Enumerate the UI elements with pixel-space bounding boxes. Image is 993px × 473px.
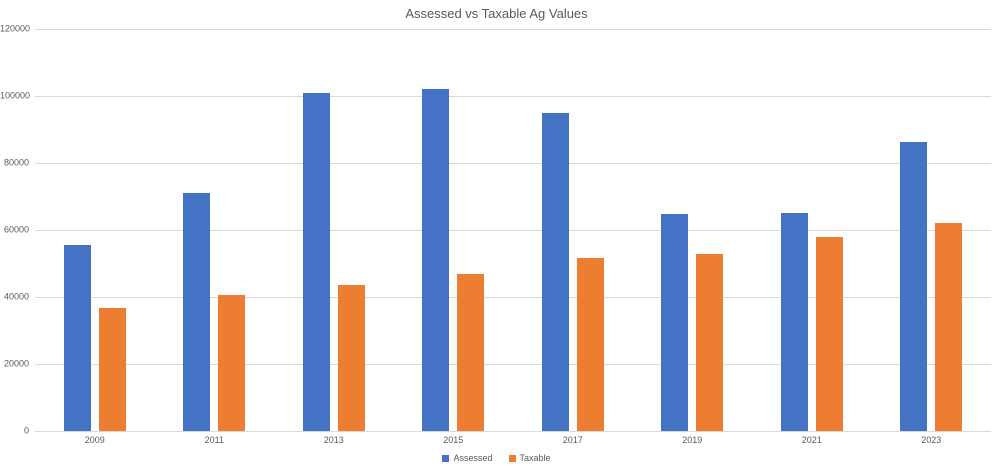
- x-tick-label: 2013: [323, 435, 344, 445]
- bar-assessed-2017: [541, 113, 569, 431]
- chart-title: Assessed vs Taxable Ag Values: [405, 6, 588, 21]
- bar-assessed-2009: [63, 245, 91, 431]
- legend: Assessed Taxable: [0, 453, 993, 463]
- x-tick-label: 2023: [921, 435, 942, 445]
- bar-assessed-2013: [302, 93, 330, 431]
- bar-assessed-2021: [780, 213, 808, 431]
- bar-taxable-2019: [696, 253, 724, 431]
- x-tick-label: 2017: [562, 435, 583, 445]
- x-tick-label: 2011: [204, 435, 224, 445]
- y-tick-label: 120000: [0, 23, 31, 34]
- gridline: [35, 364, 991, 365]
- legend-label: Assessed: [453, 453, 493, 463]
- bar-taxable-2017: [576, 258, 604, 431]
- x-tick-label: 2009: [84, 435, 105, 445]
- legend-label: Taxable: [519, 453, 551, 463]
- legend-item-taxable: Taxable: [508, 453, 551, 463]
- y-tick-label: 0: [23, 425, 29, 436]
- gridline: [35, 163, 991, 164]
- y-tick-label: 100000: [0, 90, 31, 101]
- plot-area: [35, 29, 991, 432]
- gridline: [35, 297, 991, 298]
- y-tick-label: 80000: [3, 157, 29, 168]
- gridline: [35, 230, 991, 231]
- bar-assessed-2011: [183, 193, 211, 431]
- x-tick-label: 2021: [801, 435, 822, 445]
- bar-taxable-2013: [337, 284, 365, 431]
- gridline: [35, 96, 991, 97]
- bar-assessed-2019: [661, 213, 689, 431]
- bar-assessed-2015: [422, 89, 450, 431]
- bar-taxable-2021: [815, 237, 843, 431]
- y-tick-label: 40000: [3, 291, 29, 302]
- gridline: [35, 29, 991, 30]
- x-tick-label: 2019: [682, 435, 703, 445]
- x-tick-label: 2015: [443, 435, 464, 445]
- x-axis-line: [35, 431, 991, 432]
- bar-taxable-2009: [98, 307, 126, 431]
- legend-swatch-icon: [508, 454, 516, 462]
- bar-taxable-2015: [457, 273, 485, 431]
- legend-swatch-icon: [442, 454, 450, 462]
- bar-taxable-2023: [935, 223, 963, 431]
- bar-taxable-2011: [218, 294, 246, 431]
- y-axis-labels: 0 20000 40000 60000 80000 100000 120000: [0, 24, 31, 435]
- x-axis-labels: 2009 2011 2013 2015 2017 2019 2021 2023: [35, 436, 991, 448]
- legend-item-assessed: Assessed: [442, 453, 493, 463]
- y-tick-label: 60000: [3, 224, 29, 235]
- y-tick-label: 20000: [3, 358, 29, 369]
- bar-assessed-2023: [900, 142, 928, 431]
